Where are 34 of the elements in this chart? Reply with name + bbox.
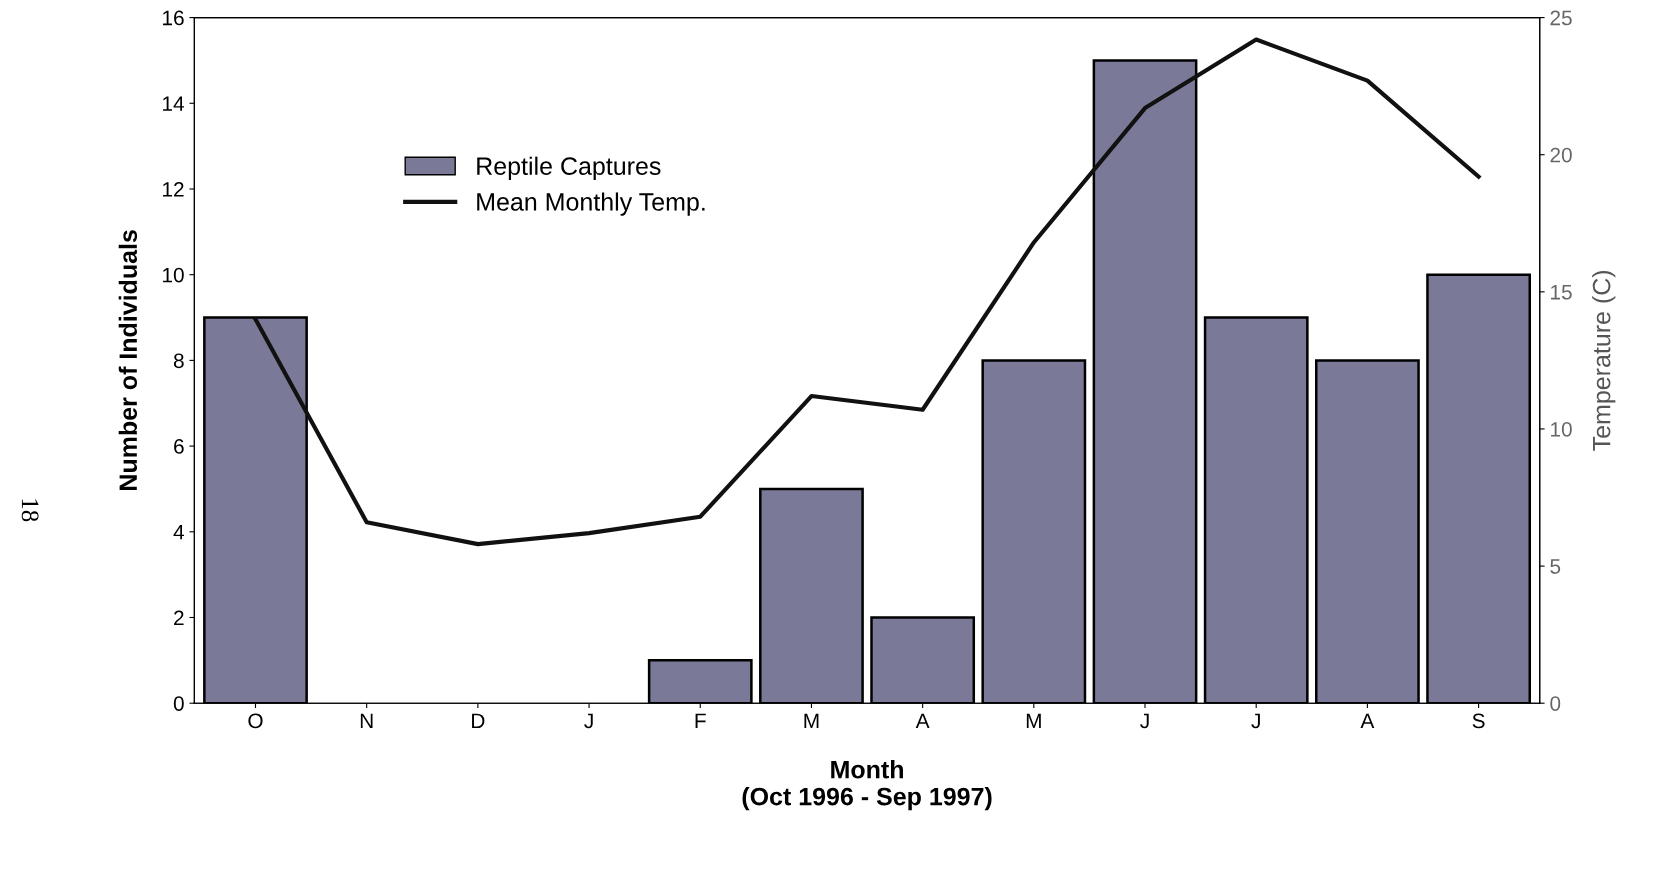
line-series [253,37,1481,547]
x-tick-label: F [695,713,706,729]
x-tick-label: A [1360,713,1375,729]
y-tick-label: 14 [163,96,185,111]
y2-tick-label: 0 [1550,696,1561,711]
x-tick-label: N [360,713,373,729]
x-tick-label: O [248,713,263,729]
x-tick-label: J [1251,713,1260,729]
y-axis-title: Number of Individuals [118,230,138,490]
x-tick-label: M [1026,713,1041,729]
y-tick-label: 16 [163,10,184,26]
x-tick-label: S [1472,713,1485,729]
x-tick-label: J [1140,713,1149,729]
x-tick-label: D [472,713,485,729]
y2-tick-label: 5 [1550,559,1561,574]
y2-tick-label: 10 [1551,421,1572,437]
y2-tick-label: 15 [1551,285,1572,300]
legend-label: Mean Monthly Temp. [477,192,705,216]
y-tick-label: 12 [163,181,184,197]
y-tick-label: 6 [174,439,184,454]
y-tick-label: 2 [174,610,184,626]
y-tick-label: 0 [173,696,184,711]
text: 18 [21,499,39,522]
x-tick-label: J [584,713,593,729]
y-tick-label: 8 [173,353,184,369]
x-tick-label: A [915,713,930,729]
y2-tick-label: 20 [1550,147,1572,163]
y2-axis-title: Temperature (C) [1592,270,1616,451]
legend-label: Reptile Captures [477,156,661,180]
y2-tick-label: 25 [1550,10,1572,26]
y-tick-label: 10 [163,267,184,283]
x-axis-title: Month (Oct 1996 - Sep 1997) [742,760,992,811]
x-tick-label: M [804,713,819,729]
y-tick-label: 4 [173,525,185,540]
